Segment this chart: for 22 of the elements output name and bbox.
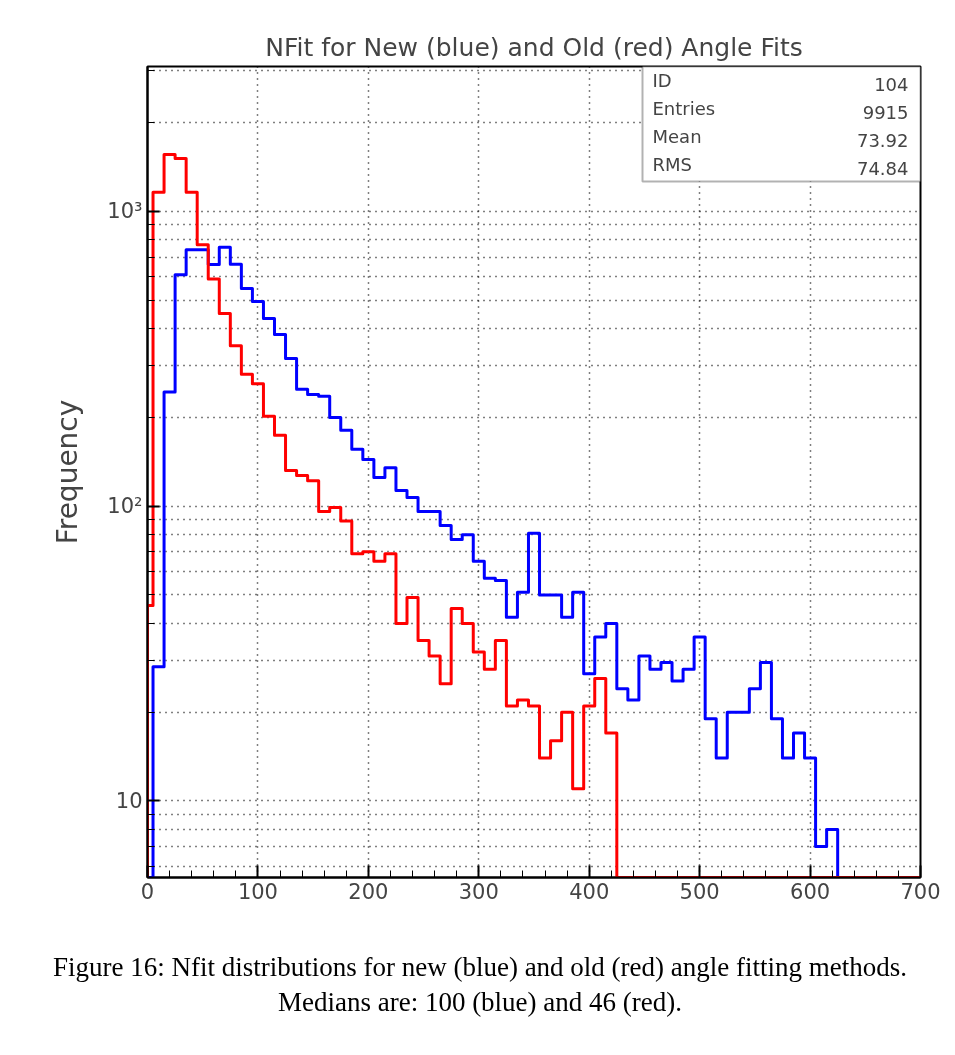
x-tick-label: 0 — [140, 879, 155, 904]
annotation: 104 — [874, 73, 909, 95]
annotation: Mean — [652, 125, 702, 147]
caption: Figure 16: Nfit distributions for new (blue) and old (red) angle fitting methods. Medians are: 100 (blue) and 46 (red). — [51, 951, 909, 1020]
x-tick-label: 200 — [348, 879, 389, 904]
y-tick-label: 10² — [107, 494, 143, 519]
annotation: 9915 — [862, 101, 909, 123]
x-tick-label: 500 — [679, 879, 720, 904]
x-tick-label: 100 — [237, 879, 278, 904]
chart-title: NFit for New (blue) and Old (red) Angle Fits — [265, 32, 803, 62]
x-tick-label: 300 — [458, 879, 499, 904]
y-axis-title: Frequency — [51, 399, 85, 545]
annotation: RMS — [652, 153, 692, 175]
x-tick-label: 600 — [790, 879, 831, 904]
x-tick-label: 400 — [569, 879, 610, 904]
y-tick-label: 10³ — [107, 199, 143, 224]
y-tick-label: 10 — [115, 788, 143, 813]
x-tick-label: 700 — [900, 879, 941, 904]
annotation: ID — [652, 69, 672, 91]
annotation: Entries — [652, 97, 716, 119]
annotation: 73.92 — [856, 129, 909, 151]
annotation: 74.84 — [856, 157, 909, 179]
